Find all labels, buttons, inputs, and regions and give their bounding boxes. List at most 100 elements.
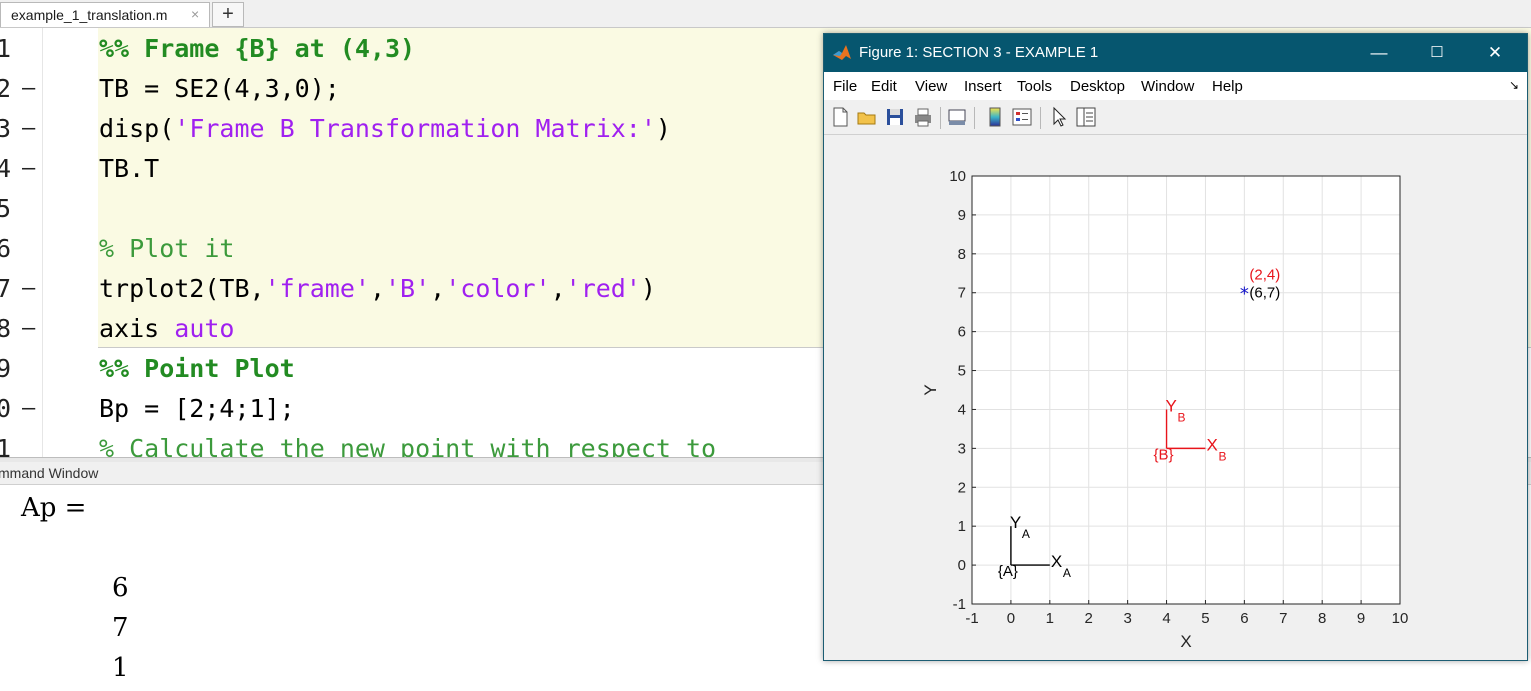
code-line-8[interactable]: 8 – axis auto (0, 309, 1531, 349)
code-token: ) (640, 274, 656, 303)
string-literal: 'frame' (264, 274, 370, 303)
link-plot-icon[interactable] (946, 106, 968, 128)
y-tick-label: 8 (958, 246, 966, 263)
code-line-5[interactable]: 5 (0, 189, 1531, 229)
menu-window[interactable]: Window (1141, 78, 1195, 95)
string-literal: 'Frame B Transformation Matrix:' (174, 114, 656, 143)
frame-y-label: Y (1010, 513, 1021, 532)
x-tick-label: -1 (965, 610, 978, 627)
y-axis-label: Y (921, 384, 940, 395)
y-tick-label: 0 (958, 557, 966, 574)
menu-help[interactable]: Help (1212, 78, 1243, 95)
editor-tab-bar: example_1_translation.m × + (0, 0, 1531, 28)
line-number: 7 (0, 274, 12, 303)
line-number: 2 (0, 74, 12, 103)
code-line-6[interactable]: 6 % Plot it (0, 229, 1531, 269)
frame-x-subscript: B (1218, 449, 1226, 463)
frame-y-subscript: A (1022, 527, 1030, 541)
code-line-3[interactable]: 3 – disp('Frame B Transformation Matrix:… (0, 109, 1531, 149)
menu-desktop[interactable]: Desktop (1070, 78, 1126, 95)
toolbar-separator (1040, 107, 1041, 129)
open-file-icon[interactable] (856, 106, 878, 128)
figure-menu-bar: File Edit View Insert Tools Desktop Wind… (824, 72, 1527, 100)
menu-insert[interactable]: Insert (964, 78, 1002, 95)
figure-title-bar[interactable]: Figure 1: SECTION 3 - EXAMPLE 1 — ☐ ✕ (824, 34, 1527, 72)
breakpoint-dash[interactable]: – (22, 276, 36, 301)
data-point-label: (6,7) (1249, 285, 1280, 302)
x-tick-label: 0 (1007, 610, 1015, 627)
property-inspector-icon[interactable] (1075, 106, 1097, 128)
output-variable: Ap = (21, 493, 87, 523)
edit-plot-arrow-icon[interactable] (1048, 106, 1070, 128)
new-tab-button[interactable]: + (212, 2, 244, 27)
breakpoint-dash[interactable]: – (22, 316, 36, 341)
line-number: 1 (0, 34, 12, 63)
string-literal: 'B' (385, 274, 431, 303)
tab-close-icon[interactable]: × (191, 6, 200, 22)
breakpoint-dash[interactable]: – (22, 156, 36, 181)
y-tick-label: 9 (958, 207, 966, 224)
x-tick-label: 5 (1201, 610, 1209, 627)
x-tick-label: 3 (1123, 610, 1131, 627)
save-icon[interactable] (884, 106, 906, 128)
y-tick-label: 5 (958, 363, 966, 380)
frame-name-label: {A} (998, 563, 1018, 580)
axes-plot[interactable]: -1 0 1 2 3 4 5 6 7 8 9 10-1012345678910XYXAYA{A}XBY… (824, 135, 1527, 660)
code-text: Bp = [2;4;1]; (99, 394, 295, 423)
output-value: 7 (112, 613, 129, 643)
comment-text: % Calculate the new point with respect t… (99, 434, 717, 457)
figure-title: Figure 1: SECTION 3 - EXAMPLE 1 (859, 44, 1099, 61)
print-icon[interactable] (912, 106, 934, 128)
code-line-2[interactable]: 2 – TB = SE2(4,3,0); (0, 69, 1531, 109)
code-line-11[interactable]: 1 % Calculate the new point with respect… (0, 429, 1531, 457)
frame-name-label: {B} (1154, 446, 1174, 463)
y-tick-label: 2 (958, 479, 966, 496)
figure-toolbar (824, 100, 1527, 135)
menu-file[interactable]: File (833, 78, 858, 95)
code-line-4[interactable]: 4 – TB.T (0, 149, 1531, 189)
y-tick-label: 10 (949, 168, 966, 185)
x-tick-label: 7 (1279, 610, 1287, 627)
close-button[interactable]: ✕ (1487, 43, 1503, 62)
breakpoint-dash[interactable]: – (22, 76, 36, 101)
tab-example-1-translation[interactable]: example_1_translation.m × (0, 2, 210, 27)
insert-legend-icon[interactable] (1011, 106, 1033, 128)
insert-colorbar-icon[interactable] (984, 106, 1006, 128)
toolbar-separator (974, 107, 975, 129)
undock-arrow-icon[interactable]: ↘ (1508, 78, 1519, 92)
matlab-logo-icon (833, 45, 851, 60)
breakpoint-dash[interactable]: – (22, 396, 36, 421)
menu-view[interactable]: View (915, 78, 948, 95)
code-token: , (550, 274, 566, 303)
editor-splitter[interactable] (0, 457, 1531, 463)
y-tick-label: 3 (958, 440, 966, 457)
string-literal: auto (174, 314, 235, 343)
code-text: TB = SE2(4,3,0); (99, 74, 340, 103)
figure-window[interactable]: Figure 1: SECTION 3 - EXAMPLE 1 — ☐ ✕ Fi… (823, 33, 1528, 661)
y-tick-label: 7 (958, 285, 966, 302)
code-token: , (430, 274, 446, 303)
menu-edit[interactable]: Edit (871, 78, 897, 95)
menu-tools[interactable]: Tools (1017, 78, 1053, 95)
code-line-7[interactable]: 7 – trplot2(TB,'frame','B','color','red'… (0, 269, 1531, 309)
code-line-9[interactable]: 9 %% Point Plot (0, 349, 1531, 389)
new-figure-icon[interactable] (829, 106, 851, 128)
code-text: disp('Frame B Transformation Matrix:') (99, 109, 671, 149)
maximize-button[interactable]: ☐ (1430, 44, 1444, 61)
axes-box (971, 175, 1401, 605)
code-text: %% Point Plot (99, 354, 295, 383)
figure-canvas[interactable]: -1 0 1 2 3 4 5 6 7 8 9 10 -1 0 1 2 3 4 5 6 7 8 9 10 X Y X A Y A {A} X B Y… (824, 135, 1527, 660)
breakpoint-dash[interactable]: – (22, 116, 36, 141)
code-text: %% Frame {B} at (4,3) (99, 34, 416, 63)
code-token: , (369, 274, 385, 303)
string-literal: 'red' (565, 274, 641, 303)
code-line-10[interactable]: 0 – Bp = [2;4;1]; (0, 389, 1531, 429)
line-number: 1 (0, 434, 12, 457)
minimize-button[interactable]: — (1370, 43, 1388, 62)
comment-text: % Plot it (99, 234, 235, 263)
code-text: trplot2(TB,'frame','B','color','red') (99, 269, 656, 309)
line-number: 9 (0, 354, 12, 383)
x-tick-label: 10 (1392, 610, 1409, 627)
code-line-1[interactable]: 1 %% Frame {B} at (4,3) (0, 29, 1531, 69)
code-token: disp( (99, 114, 175, 143)
